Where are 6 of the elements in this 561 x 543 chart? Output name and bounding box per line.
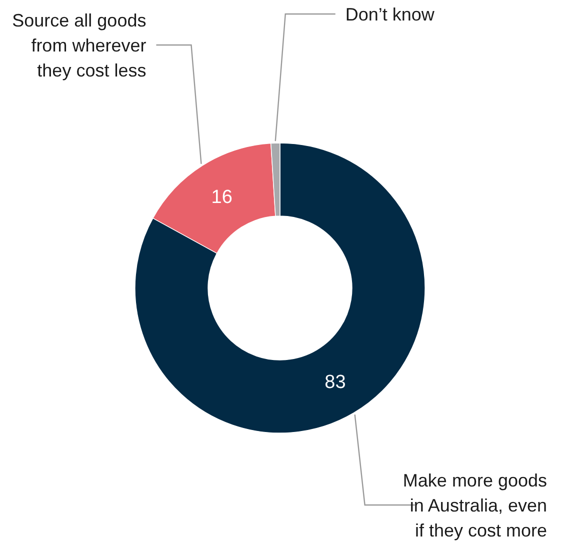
slice-label: Source all goods from wherever they cost less (12, 10, 146, 80)
slice-label: Make more goods in Australia, even if they cost more (402, 470, 547, 540)
donut-slice (134, 142, 426, 434)
slice-label: Don’t know (345, 4, 436, 24)
data-label: 83 (324, 372, 346, 394)
data-label: 16 (211, 187, 232, 208)
